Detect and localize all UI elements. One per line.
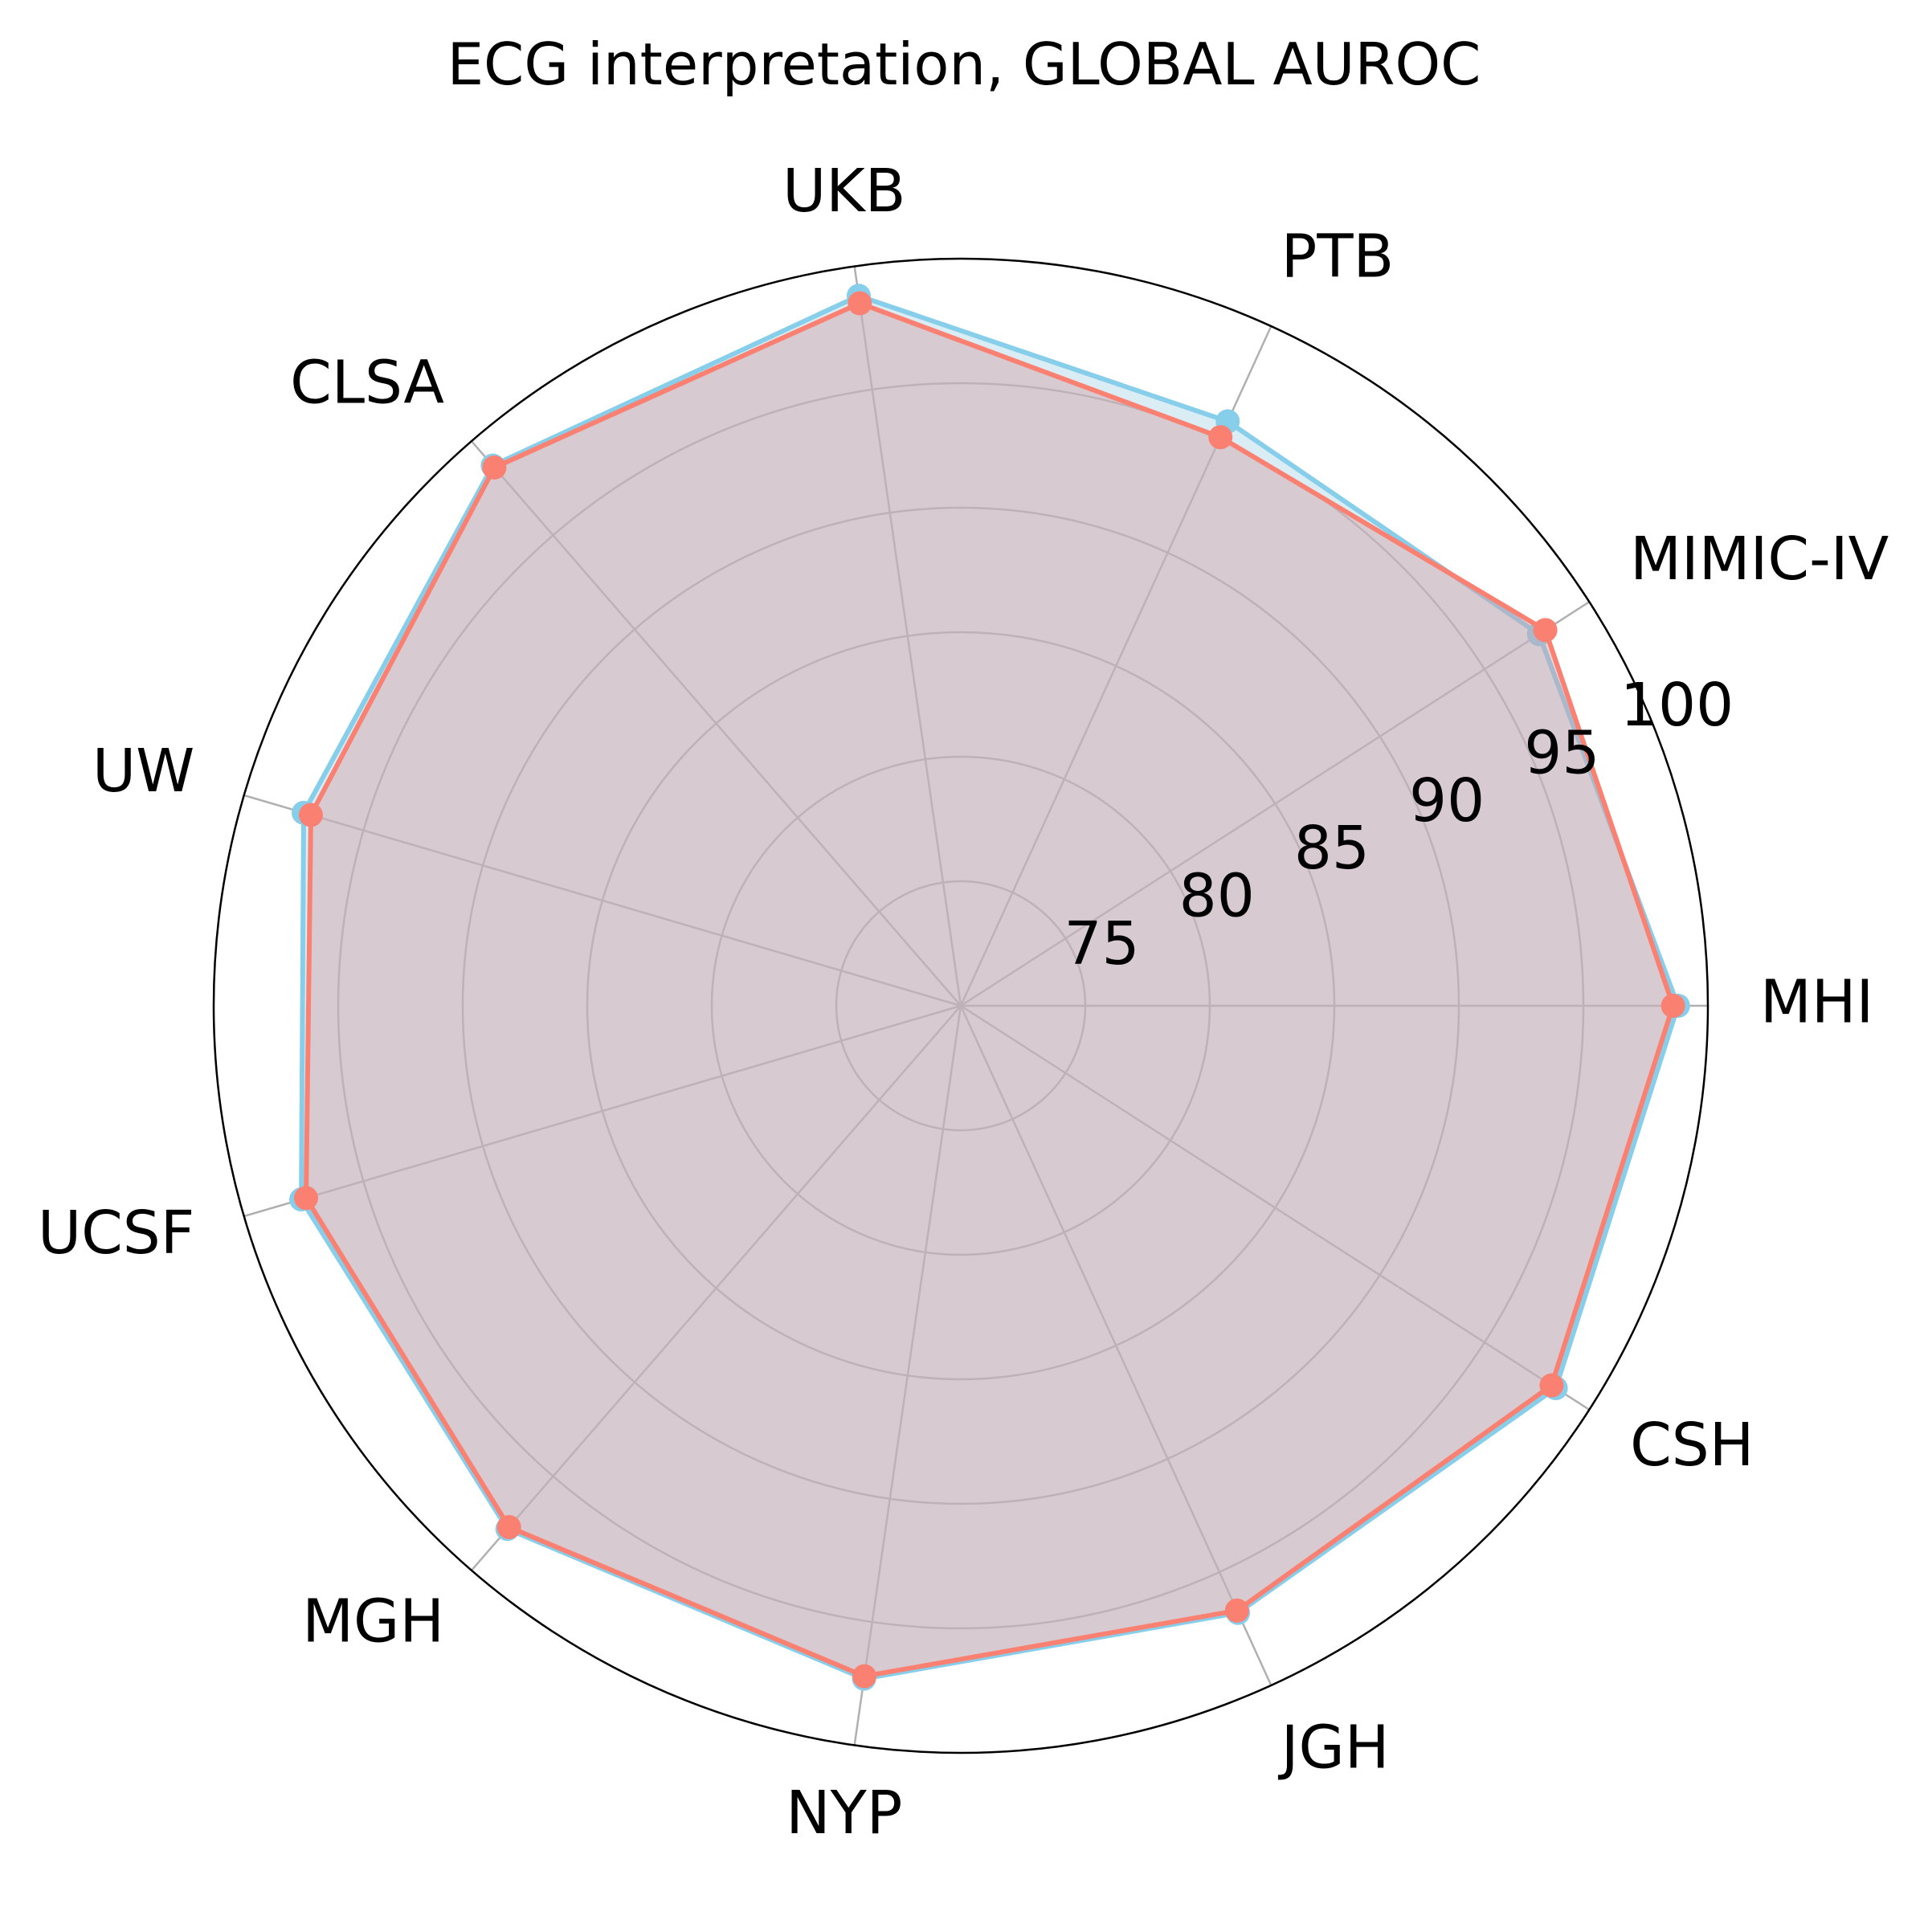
category-label: UW xyxy=(92,737,194,806)
series-2-point xyxy=(294,1186,319,1211)
category-label: UKB xyxy=(782,157,905,226)
category-label: CSH xyxy=(1630,1411,1754,1480)
series-2-line xyxy=(304,300,1676,1679)
series-2-point xyxy=(482,455,507,480)
category-label: MGH xyxy=(302,1587,444,1656)
ring-gridline xyxy=(835,880,1087,1132)
ring-gridline xyxy=(586,631,1336,1381)
ring-gridline xyxy=(337,382,1585,1630)
r-tick-label: 75 xyxy=(1064,909,1139,978)
category-label: MHI xyxy=(1760,968,1873,1037)
series-2-point xyxy=(848,291,872,316)
r-tick-label: 90 xyxy=(1409,766,1485,835)
r-tick-label: 95 xyxy=(1524,719,1599,788)
series-2-point xyxy=(1533,618,1558,643)
series-2-point xyxy=(852,1664,877,1689)
chart-title: ECG interpretation, GLOBAL AUROC xyxy=(447,31,1481,98)
series-2-point xyxy=(1208,425,1233,450)
category-label: NYP xyxy=(786,1779,902,1848)
series-1-line xyxy=(299,293,1681,1681)
ring-gridline xyxy=(461,506,1460,1505)
category-label: UCSF xyxy=(38,1199,194,1268)
ring-gridline xyxy=(710,755,1211,1256)
series-2-point xyxy=(496,1514,521,1539)
series-2-point xyxy=(1224,1598,1249,1623)
category-label: JGH xyxy=(1278,1713,1390,1782)
series-1-area xyxy=(301,296,1678,1679)
category-label: MIMIC-IV xyxy=(1630,525,1889,594)
r-tick-label: 100 xyxy=(1620,671,1734,740)
r-tick-label: 80 xyxy=(1179,861,1255,930)
series-layer xyxy=(289,284,1690,1691)
r-tick-label: 85 xyxy=(1294,814,1370,883)
grid-layer xyxy=(212,257,1709,1754)
series-2-point xyxy=(1660,994,1685,1018)
outer-frame xyxy=(212,257,1709,1754)
label-layer: 75 80 85 90 95 100 MHI MIMIC-IV PTB UKB CLSA UW UCSF… xyxy=(38,157,1889,1848)
series-2-area xyxy=(306,303,1673,1677)
category-label: CLSA xyxy=(290,349,444,418)
series-2-point xyxy=(298,803,323,827)
category-label: PTB xyxy=(1281,223,1395,292)
series-2-point xyxy=(1539,1373,1564,1398)
